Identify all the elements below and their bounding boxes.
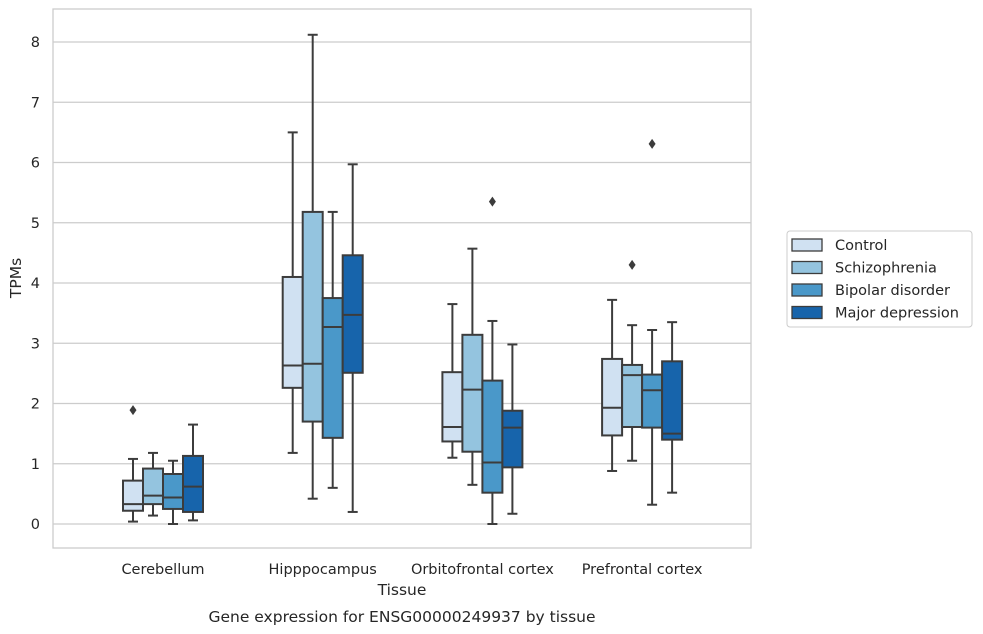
grid-lines: [53, 41, 751, 525]
box-iqr: [182, 454, 204, 513]
x-tick-labels: Cerebellum Hipppocampus Orbitofrontal cort…: [121, 562, 702, 578]
y-tick-label: 0: [31, 517, 40, 533]
x-tick-label: Hipppocampus: [269, 562, 377, 578]
y-tick-label: 7: [31, 95, 40, 111]
legend-swatch: [791, 238, 823, 252]
box-iqr: [441, 371, 464, 443]
box-iqr: [501, 409, 524, 469]
box-control-prefrontal-cortex: [601, 298, 624, 472]
legend-label: Major depression: [835, 306, 959, 322]
box-iqr: [281, 275, 304, 389]
legend-swatch: [791, 305, 823, 320]
box-major-depression-cerebellum: [182, 423, 204, 522]
box-bipolar-disorder-hipppocampus: [321, 210, 344, 489]
y-tick-label: 3: [31, 336, 40, 352]
x-tick-label: Orbitofrontal cortex: [411, 562, 554, 578]
box-iqr: [601, 357, 624, 437]
box-iqr: [162, 472, 184, 510]
box-bipolar-disorder-prefrontal-cortex: [641, 138, 664, 506]
y-tick-labels: 0 1 2 3 4 5 6 7 8: [31, 35, 40, 533]
box-major-depression-orbitofrontal-cortex: [501, 343, 524, 515]
box-bipolar-disorder-cerebellum: [162, 459, 184, 525]
y-axis-label: TPMs: [7, 258, 25, 299]
box-iqr: [461, 333, 484, 453]
legend: Control Schizophrenia Bipolar disorder Majo…: [786, 230, 973, 328]
box-major-depression-hipppocampus: [341, 163, 364, 513]
x-tick-label: Cerebellum: [121, 562, 204, 578]
box-schizophrenia-orbitofrontal-cortex: [461, 247, 484, 486]
legend-label: Bipolar disorder: [835, 283, 950, 299]
box-schizophrenia-cerebellum: [142, 451, 164, 517]
box-major-depression-prefrontal-cortex: [661, 321, 684, 494]
box-iqr: [301, 210, 324, 423]
box-iqr: [142, 467, 164, 506]
box-schizophrenia-hipppocampus: [301, 33, 324, 500]
box-iqr: [661, 360, 684, 441]
y-tick-label: 5: [31, 216, 40, 232]
x-tick-label: Prefrontal cortex: [582, 562, 703, 578]
y-tick-label: 8: [31, 35, 40, 51]
box-iqr: [321, 297, 344, 439]
legend-swatch: [791, 283, 823, 297]
legend-label: Schizophrenia: [835, 261, 937, 277]
box-iqr: [122, 479, 144, 512]
box-control-hipppocampus: [281, 131, 304, 454]
box-bipolar-disorder-orbitofrontal-cortex: [481, 196, 504, 525]
x-axis-label: Tissue: [377, 581, 427, 599]
y-tick-label: 1: [31, 457, 40, 473]
legend-swatch: [791, 260, 823, 275]
y-tick-label: 4: [31, 276, 40, 292]
chart-caption: Gene expression for ENSG00000249937 by t…: [208, 608, 595, 626]
outlier-point: [488, 196, 496, 207]
box-control-cerebellum: [122, 405, 144, 523]
outlier-point: [648, 138, 656, 149]
y-tick-label: 2: [31, 397, 40, 413]
box-control-orbitofrontal-cortex: [441, 303, 464, 459]
legend-frame: [786, 230, 973, 328]
plot-area-border: [52, 8, 752, 549]
y-tick-label: 6: [31, 156, 40, 172]
box-iqr: [481, 379, 504, 494]
outlier-point: [129, 405, 137, 416]
box-iqr: [641, 373, 664, 429]
box-layer: [122, 33, 684, 525]
box-schizophrenia-prefrontal-cortex: [621, 259, 644, 462]
legend-label: Control: [835, 238, 887, 254]
outlier-point: [628, 259, 636, 270]
